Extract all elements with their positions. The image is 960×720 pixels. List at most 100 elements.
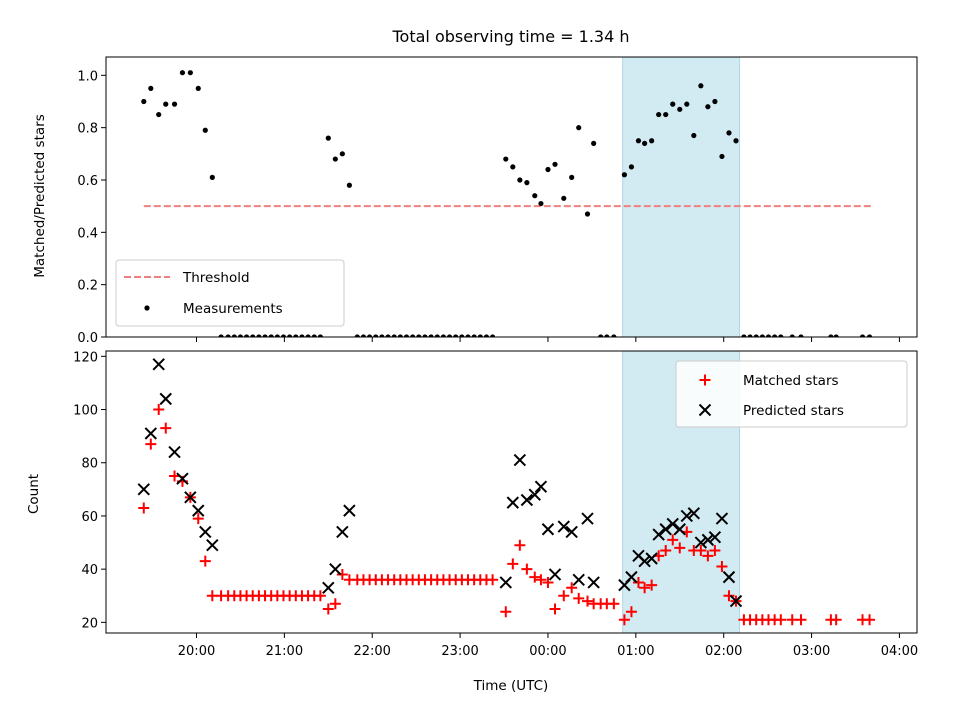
measurements-point (765, 334, 772, 337)
measurements-point (202, 127, 208, 133)
measurements-point (719, 153, 725, 160)
measurements-point (747, 334, 753, 337)
matched-stars-point (566, 582, 578, 594)
measurements-point (611, 334, 617, 337)
y-tick-label: 0.0 (77, 331, 98, 346)
predicted-stars-point (694, 536, 708, 549)
time-x-axis-label: Time (UTC) (473, 678, 549, 694)
measurements-point (741, 334, 747, 337)
measurements-point (397, 334, 403, 337)
matched-stars-legend-swatch (699, 374, 711, 386)
predicted-stars-legend-label: Predicted stars (743, 403, 844, 419)
measurements-point (477, 334, 483, 337)
matched-stars-point (535, 574, 547, 586)
measurements-point (243, 334, 250, 337)
measurements-point (163, 101, 169, 107)
measurements-point (360, 334, 367, 337)
predicted-stars-point (199, 525, 212, 539)
measurements-point (798, 334, 804, 337)
measurements-legend-label: Measurements (183, 301, 283, 317)
matched-stars-point (864, 614, 876, 626)
x-tick-label: 02:00 (705, 644, 742, 659)
predicted-stars-point (557, 520, 570, 533)
matched-stars-point (830, 614, 842, 626)
predicted-stars-point (513, 453, 527, 467)
measurements-point (642, 140, 648, 146)
measurements-point (503, 156, 509, 162)
measurements-point (416, 334, 422, 337)
matched-stars-point (529, 571, 541, 583)
measurements-point (459, 334, 465, 337)
measurements-point (218, 334, 224, 337)
y-tick-label: 100 (73, 404, 98, 419)
measurements-point (446, 334, 453, 337)
matched-stars-point (514, 539, 526, 551)
predicted-stars-point (322, 581, 335, 594)
y-tick-label: 20 (81, 616, 98, 631)
measurements-point (156, 111, 162, 118)
measurements-point (354, 334, 360, 337)
predicted-stars-point (343, 504, 356, 517)
measurements-point (305, 334, 311, 337)
measurements-point (311, 334, 317, 337)
matched-stars-point (775, 614, 787, 626)
predicted-stars-point (534, 480, 548, 493)
count-legend: Matched stars Predicted stars (675, 360, 908, 428)
measurements-point (828, 334, 834, 337)
measurements-point (250, 334, 256, 337)
measurements-point (663, 111, 669, 118)
measurements-legend-swatch (144, 305, 150, 311)
predicted-stars-legend-swatch (698, 403, 712, 417)
matched-stars-point (558, 590, 570, 602)
measurements-point (287, 334, 293, 337)
measurements-point (604, 334, 610, 337)
matched-stars-point (199, 555, 211, 567)
measurements-point (256, 334, 262, 337)
measurements-point (195, 85, 201, 92)
measurements-point (179, 70, 186, 76)
measurements-point (225, 334, 231, 337)
matched-stars-point (192, 513, 204, 525)
matched-stars-point (723, 590, 735, 602)
x-tick-label: 23:00 (441, 644, 478, 659)
y-tick-label: 0.2 (77, 279, 98, 294)
matched-stars-point (625, 606, 637, 618)
measurements-point (317, 334, 323, 337)
y-tick-label: 80 (81, 457, 98, 472)
measurements-point (759, 334, 765, 337)
predicted-stars-point (159, 392, 172, 406)
measurements-point (772, 334, 778, 337)
matched-stars-point (169, 470, 181, 482)
predicted-stars-point (659, 523, 672, 536)
count-plot: Count Time (UTC) 20 40 60 80 100 120 20:00 21:0… (26, 350, 918, 694)
matched-stars-point (500, 606, 512, 618)
measurements-point (262, 334, 268, 337)
measurements-point (789, 334, 795, 337)
measurements-point (428, 334, 434, 337)
measurements-point (561, 195, 567, 201)
measurements-point (584, 211, 591, 217)
predicted-stars-point (729, 594, 743, 608)
matched-stars-point (542, 576, 554, 588)
measurements-point (753, 334, 759, 337)
measurements-point (346, 182, 352, 188)
measurements-point (325, 135, 331, 141)
measurements-point (628, 164, 635, 170)
x-tick-label: 00:00 (529, 644, 566, 659)
predicted-stars-point (506, 496, 520, 509)
y-tick-label: 0.8 (77, 122, 98, 137)
measurements-point (209, 174, 215, 180)
matched-stars-point (639, 582, 651, 594)
measurements-point (440, 334, 447, 337)
measurements-point (422, 334, 428, 337)
x-tick-label: 20:00 (178, 644, 215, 659)
predicted-stars-point (680, 509, 693, 523)
predicted-stars-point (168, 445, 181, 459)
predicted-stars-point (638, 554, 651, 568)
measurements-point (778, 334, 784, 337)
matched-stars-point (314, 590, 326, 602)
measurements-point (465, 334, 471, 337)
matched-stars-point (138, 502, 150, 514)
matched-stars-point (582, 595, 594, 607)
